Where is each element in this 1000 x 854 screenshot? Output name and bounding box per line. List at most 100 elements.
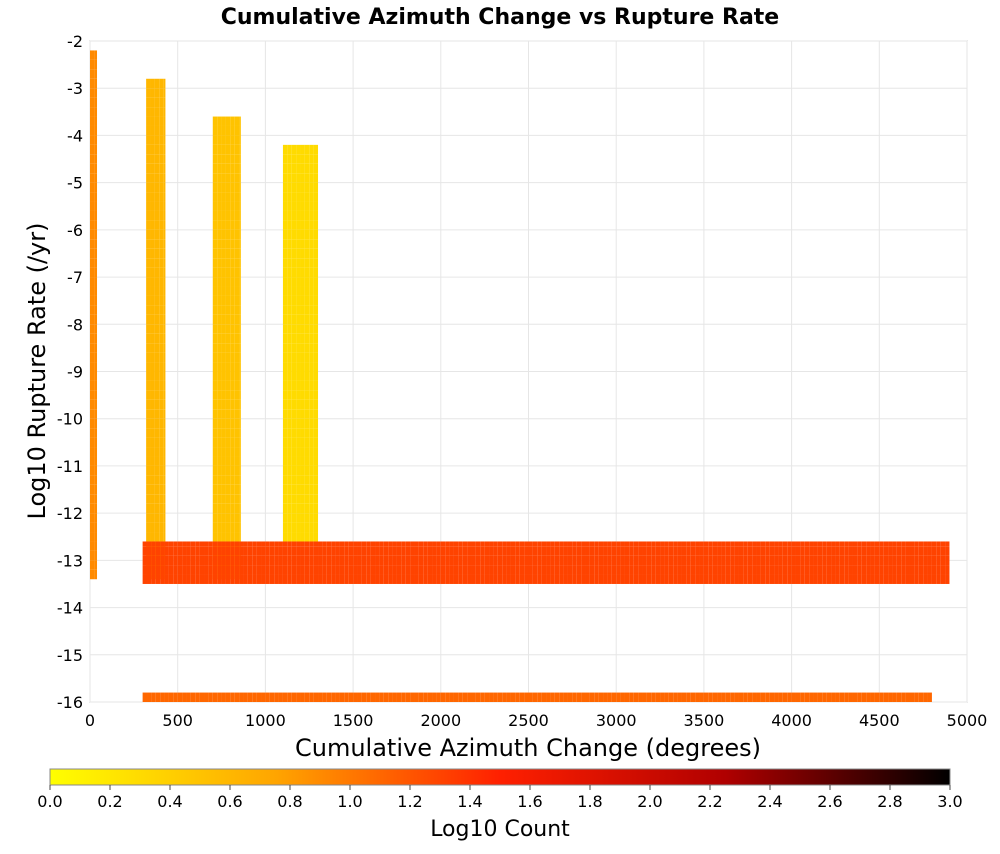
heatmap-cell <box>778 541 783 547</box>
heatmap-cell <box>146 409 151 419</box>
heatmap-cell <box>212 565 218 575</box>
heatmap-cell <box>453 541 459 547</box>
heatmap-cell <box>230 418 235 429</box>
heatmap-cell <box>515 546 520 556</box>
heatmap-cell <box>309 484 314 495</box>
heatmap-cell <box>927 574 932 584</box>
heatmap-cell <box>638 546 643 556</box>
heatmap-cell <box>392 574 397 584</box>
heatmap-cell <box>282 154 288 164</box>
heatmap-cell <box>686 546 691 556</box>
heatmap-cell <box>708 541 713 547</box>
heatmap-cell <box>282 239 288 249</box>
heatmap-cell <box>296 409 301 419</box>
heatmap-cell <box>607 565 612 575</box>
heatmap-cell <box>94 277 98 287</box>
heatmap-cell <box>239 418 241 429</box>
heatmap-cell <box>370 574 376 584</box>
heatmap-cell <box>225 437 231 448</box>
heatmap-cell <box>256 546 262 556</box>
heatmap-cell <box>221 192 226 202</box>
heatmap-cell <box>765 541 770 547</box>
heatmap-cell <box>225 173 231 183</box>
heatmap-cell <box>304 555 310 566</box>
heatmap-cell <box>467 555 472 566</box>
heatmap-cell <box>247 565 253 575</box>
heatmap-cell <box>418 555 424 566</box>
heatmap-cell <box>752 574 757 584</box>
heatmap-cell <box>300 541 305 547</box>
heatmap-cell <box>616 565 621 575</box>
heatmap-cell <box>673 574 678 584</box>
heatmap-cell <box>90 522 95 533</box>
heatmap-cell <box>712 546 718 556</box>
heatmap-cell <box>150 248 155 259</box>
heatmap-cell <box>353 692 358 702</box>
heatmap-cell <box>154 494 160 504</box>
heatmap-cell <box>410 555 415 566</box>
heatmap-cell <box>230 182 235 193</box>
heatmap-cell <box>405 565 411 575</box>
heatmap-cell <box>598 546 604 556</box>
heatmap-cell <box>217 692 222 702</box>
heatmap-cell <box>94 239 98 249</box>
heatmap-cell <box>445 555 450 566</box>
heatmap-cell <box>313 503 319 514</box>
heatmap-cell <box>147 565 152 575</box>
heatmap-cell <box>265 555 270 566</box>
heatmap-cell <box>475 541 481 547</box>
heatmap-cell <box>401 546 406 556</box>
heatmap-cell <box>353 565 358 575</box>
heatmap-cell <box>559 565 564 575</box>
heatmap-cell <box>296 333 301 344</box>
heatmap-cell <box>598 541 604 547</box>
heatmap-cell <box>883 546 889 556</box>
heatmap-cell <box>629 541 634 547</box>
heatmap-cell <box>300 503 305 514</box>
colorbar-tick-label: 1.8 <box>577 792 602 811</box>
heatmap-cell <box>752 692 757 702</box>
heatmap-cell <box>212 484 218 495</box>
heatmap-cell <box>94 192 98 202</box>
heatmap-cell <box>154 343 160 353</box>
heatmap-cell <box>559 692 564 702</box>
heatmap-cell <box>282 390 288 400</box>
heatmap-cell <box>646 546 652 556</box>
heatmap-cell <box>239 258 241 268</box>
heatmap-cell <box>195 565 200 575</box>
heatmap-cell <box>146 107 151 117</box>
heatmap-cell <box>221 229 226 240</box>
heatmap-cell <box>304 475 310 485</box>
heatmap-cell <box>449 546 454 556</box>
heatmap-cell <box>274 692 279 702</box>
heatmap-cell <box>304 154 310 164</box>
heatmap-cell <box>217 390 222 400</box>
heatmap-cell <box>90 88 95 98</box>
heatmap-cell <box>795 555 801 566</box>
heatmap-cell <box>401 541 406 547</box>
heatmap-cell <box>163 135 166 145</box>
heatmap-cell <box>427 565 433 575</box>
heatmap-cell <box>918 692 924 702</box>
heatmap-cell <box>221 305 226 315</box>
heatmap-cell <box>809 565 814 575</box>
heatmap-cell <box>493 546 498 556</box>
heatmap-cell <box>931 555 937 566</box>
heatmap-cell <box>734 574 739 584</box>
heatmap-cell <box>234 390 240 400</box>
heatmap-cell <box>335 574 340 584</box>
heatmap-cell <box>497 555 503 566</box>
heatmap-cell <box>857 574 862 584</box>
heatmap-cell <box>296 229 301 240</box>
heatmap-cell <box>515 541 520 547</box>
heatmap-cell <box>326 692 332 702</box>
heatmap-cell <box>146 371 151 381</box>
heatmap-cell <box>524 692 529 702</box>
heatmap-cell <box>225 484 231 495</box>
heatmap-cell <box>313 484 319 495</box>
heatmap-cell <box>756 546 761 556</box>
heatmap-cell <box>480 546 485 556</box>
heatmap-cell <box>611 555 617 566</box>
heatmap-cell <box>217 522 222 533</box>
heatmap-cell <box>155 541 161 547</box>
